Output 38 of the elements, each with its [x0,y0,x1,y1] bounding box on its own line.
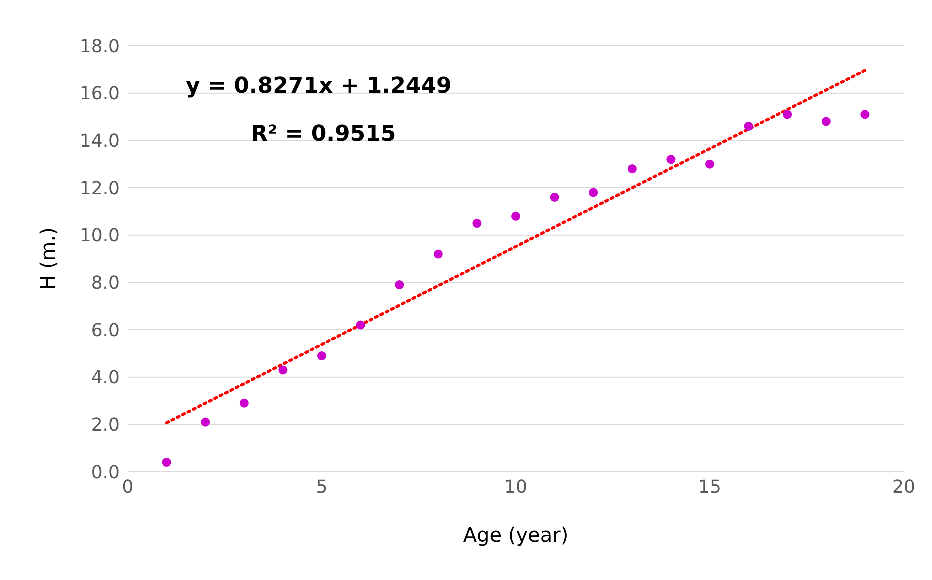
point [201,418,210,427]
point [783,110,792,120]
point [550,192,560,202]
point [744,122,754,131]
point [511,212,521,221]
y-tick-label: 4.0 [91,368,120,389]
y-tick-label: 18.0 [80,36,120,58]
y-axis-title: H (m.) [36,228,60,290]
point [356,320,366,330]
point [705,160,715,169]
y-tick-label: 0.0 [91,462,120,484]
point [628,164,637,174]
x-tick-label: 0 [122,476,134,498]
y-tick-label: 2.0 [91,415,120,436]
annotation: R² = 0.9515 [251,122,396,147]
y-tick-label: 14.0 [80,131,120,152]
point [278,366,288,375]
point [860,110,870,120]
x-tick-label: 5 [316,476,328,498]
point [589,188,598,198]
x-axis-title: Age (year) [463,523,569,547]
annotation: y = 0.8271x + 1.2449 [186,74,452,99]
x-tick-label: 15 [698,476,722,498]
point [162,458,172,468]
point [434,250,443,259]
y-tick-label: 10.0 [80,226,120,247]
x-tick-label: 20 [892,476,916,498]
point [395,280,404,290]
point [317,352,327,361]
point [666,155,676,164]
point [240,398,249,408]
y-tick-label: 8.0 [91,273,120,294]
point [472,218,482,228]
y-tick-label: 6.0 [91,320,120,342]
y-tick-label: 16.0 [80,84,120,105]
y-tick-label: 12.0 [80,178,120,200]
point [822,117,831,126]
x-tick-label: 10 [504,476,528,498]
